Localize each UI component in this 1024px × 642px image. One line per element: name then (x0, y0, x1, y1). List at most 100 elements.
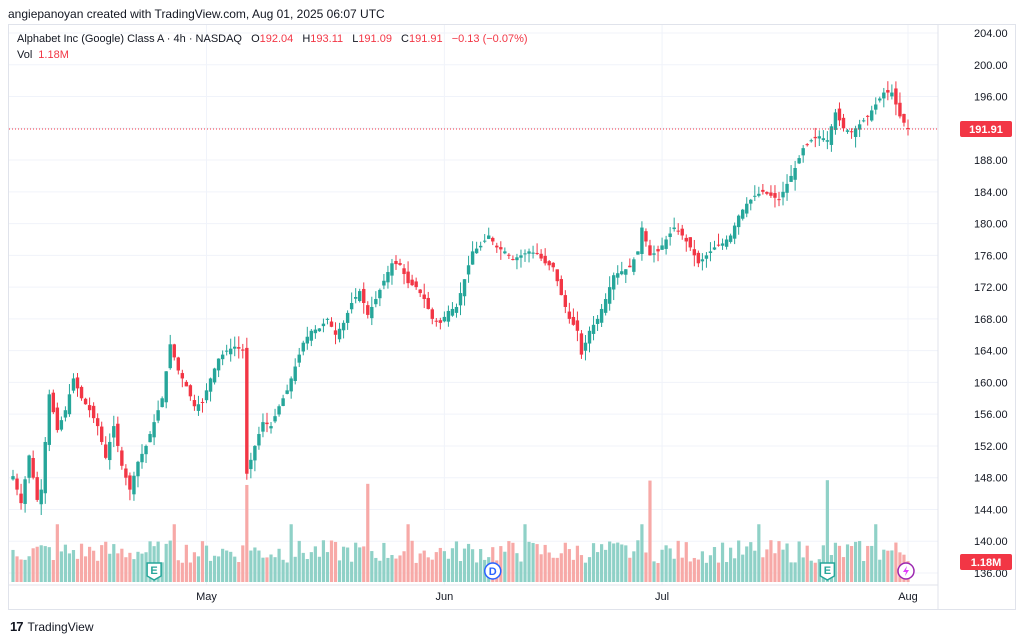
candle-body (616, 273, 620, 278)
volume-bar (293, 556, 297, 582)
volume-bar (358, 547, 362, 582)
volume-bar (801, 557, 805, 582)
candle-body (87, 405, 92, 411)
candle-body (152, 422, 156, 438)
earnings-marker-label: E (824, 565, 831, 577)
volume-bar (249, 550, 253, 582)
candle-body (499, 247, 503, 250)
candle-body (188, 385, 193, 397)
volume-bar (624, 545, 628, 582)
candle-body (801, 148, 805, 156)
candle-body (79, 386, 84, 399)
volume-bar (269, 554, 273, 582)
volume-bar (39, 545, 43, 582)
legend-change: −0.13 (−0.07%) (451, 33, 528, 45)
volume-bar (676, 540, 680, 582)
candle-body (172, 344, 176, 358)
candle-body (99, 426, 104, 442)
y-tick-label: 144.00 (974, 504, 1008, 516)
volume-bar (374, 557, 378, 582)
volume-bar (523, 524, 527, 582)
volume-bar (47, 547, 51, 582)
candle-body (317, 328, 322, 332)
volume-bar (507, 541, 511, 582)
candle-body (482, 240, 487, 242)
y-tick-label: 136.00 (974, 568, 1008, 580)
candle-body (704, 255, 709, 259)
candle-body (370, 306, 374, 319)
candle-body (313, 329, 318, 334)
volume-bar (196, 556, 201, 582)
volume-bar (362, 546, 366, 582)
legend-open-label: O (251, 33, 260, 45)
candle-body (124, 468, 128, 478)
volume-bar (841, 557, 846, 582)
tradingview-brand[interactable]: 17 TradingView (10, 619, 94, 634)
candle-body (55, 407, 60, 431)
candle-body (192, 400, 197, 407)
candle-body (466, 265, 471, 275)
tradingview-brand-label: TradingView (27, 619, 94, 634)
volume-bar (333, 541, 338, 582)
candle-body (599, 308, 604, 323)
candle-body (607, 287, 612, 304)
candle-body (728, 235, 733, 242)
candle-body (567, 311, 572, 319)
volume-bar (781, 549, 785, 582)
volume-bar (261, 557, 265, 582)
candle-body (358, 291, 362, 301)
candle-body (829, 126, 834, 145)
candle-body (309, 330, 314, 341)
volume-bar (720, 542, 725, 582)
candle-body (543, 255, 547, 264)
volume-bar (575, 545, 580, 582)
dividend-marker-icon (484, 562, 502, 580)
volume-bar (462, 548, 467, 582)
volume-bar (684, 542, 688, 582)
candle-body (890, 92, 894, 97)
candle-body (237, 347, 241, 349)
candle-body (43, 441, 47, 494)
volume-bar (27, 556, 31, 582)
candle-body (628, 265, 632, 268)
candle-body (458, 293, 463, 306)
volume-bar (874, 524, 878, 582)
candle-body (160, 398, 164, 408)
volume-bar (229, 551, 233, 582)
volume-bar (87, 546, 92, 582)
candle-body (362, 288, 366, 303)
volume-bar (192, 552, 197, 582)
candle-body (676, 230, 680, 232)
x-tick-label: Aug (898, 591, 918, 603)
candle-body (781, 191, 785, 198)
legend-close-value: 191.91 (408, 33, 443, 45)
volume-bar (539, 554, 543, 582)
candle-body (414, 281, 418, 288)
volume-bar (793, 562, 797, 582)
volume-bar (124, 557, 128, 582)
candle-body (656, 249, 660, 252)
candle-body (785, 183, 789, 193)
candle-body (454, 306, 459, 313)
volume-bar (394, 558, 398, 582)
volume-bar (761, 557, 765, 582)
candle-body (696, 252, 701, 264)
volume-bar (204, 545, 209, 582)
volume-bar (878, 559, 882, 582)
candle-body (825, 140, 830, 142)
candle-body (27, 455, 31, 478)
candle-body (684, 237, 688, 242)
volume-bar (797, 541, 801, 582)
candle-body (144, 445, 148, 455)
candle-body (229, 348, 233, 355)
candle-body (450, 308, 455, 316)
candle-body (289, 378, 293, 392)
volume-bar (608, 541, 612, 582)
volume-bar (160, 562, 164, 582)
volume-bar (43, 546, 47, 582)
volume-bar (769, 540, 773, 582)
candle-body (809, 140, 813, 142)
volume-bar (212, 555, 217, 582)
chart-frame[interactable] (8, 24, 1016, 610)
